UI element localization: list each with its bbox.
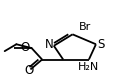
Text: N: N [44,38,53,51]
Text: O: O [21,41,30,54]
Text: Br: Br [78,22,91,32]
Text: O: O [24,64,33,77]
Text: S: S [98,38,105,51]
Text: H₂N: H₂N [78,62,100,72]
